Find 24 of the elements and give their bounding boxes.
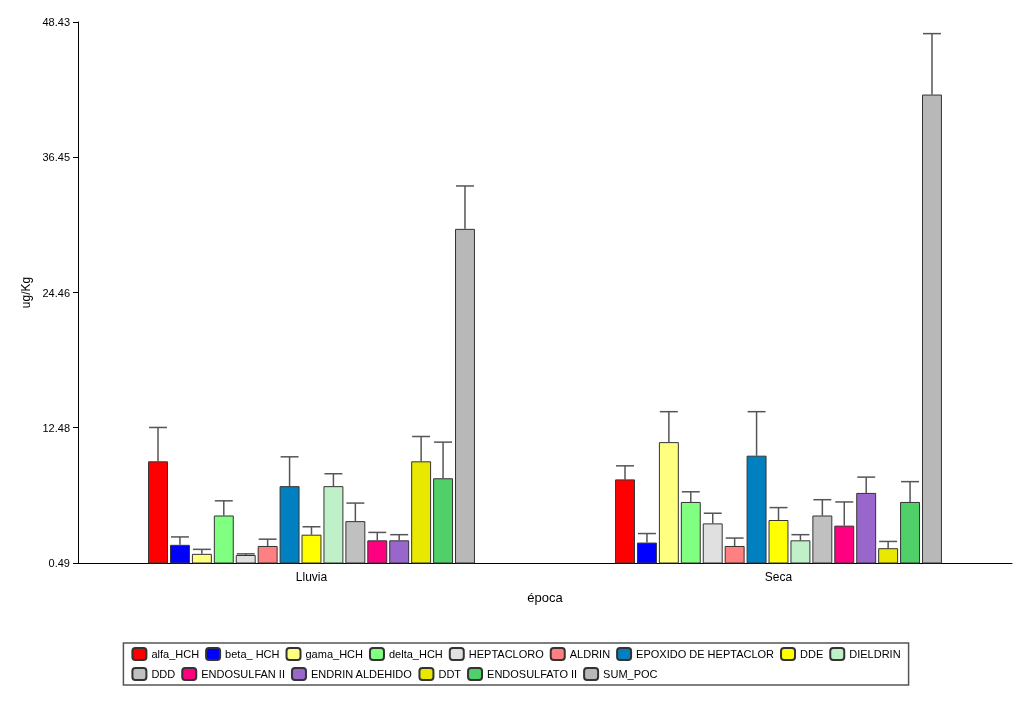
y-tick-label: 48.43 [42, 16, 70, 28]
x-tick-label: Seca [764, 570, 793, 584]
legend-label: ALDRIN [569, 648, 611, 660]
legend-label: ENDOSULFAN II [201, 668, 285, 680]
legend-label: DIELDRIN [849, 648, 901, 660]
legend-label: DDT [438, 668, 462, 680]
y-tick-label: 0.49 [48, 557, 70, 569]
legend-label: DDE [800, 648, 824, 660]
x-axis-title: época [527, 590, 564, 605]
legend-label: beta_ HCH [225, 648, 280, 660]
legend-label: HEPTACLORO [468, 648, 545, 660]
legend-label: ENDOSULFATO II [487, 668, 578, 680]
y-tick-label: 12.48 [42, 421, 70, 434]
x-tick-label: Lluvia [295, 570, 328, 584]
legend-label: ENDRIN ALDEHIDO [310, 668, 413, 680]
y-tick-label: 36.45 [42, 151, 70, 164]
y-tick-label: 24.46 [42, 286, 70, 299]
y-axis-title: ug/Kg [18, 276, 33, 309]
legend-label: alfa_HCH [151, 648, 200, 660]
legend-label: SUM_POC [603, 668, 658, 680]
legend-label: EPOXIDO DE HEPTACLOR [636, 648, 775, 660]
legend-label: DDD [151, 668, 176, 680]
legend-label: gama_HCH [305, 648, 364, 660]
legend-label: delta_HCH [388, 648, 443, 660]
